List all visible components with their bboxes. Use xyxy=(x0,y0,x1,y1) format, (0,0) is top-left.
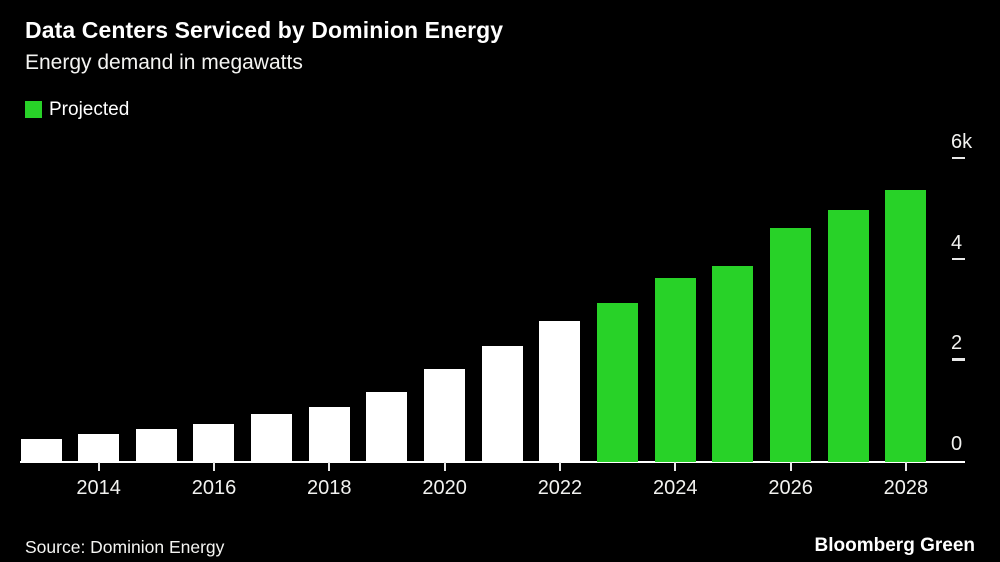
x-tick-2016 xyxy=(212,462,215,471)
chart-title: Data Centers Serviced by Dominion Energy xyxy=(25,17,504,43)
x-tick-2028 xyxy=(904,462,907,471)
x-tick-2022 xyxy=(558,462,561,471)
x-label-2024: 2024 xyxy=(653,477,698,499)
bar-2025 xyxy=(712,265,754,462)
x-label-2028: 2028 xyxy=(883,477,929,499)
y-tick-4 xyxy=(952,257,965,261)
bar-2028 xyxy=(885,190,927,462)
bar-2022 xyxy=(539,321,581,462)
y-tick-6k xyxy=(952,156,965,160)
bar-2014 xyxy=(78,434,120,462)
x-label-2014: 2014 xyxy=(76,477,121,499)
bar-2023 xyxy=(597,303,639,462)
y-tick-2 xyxy=(952,358,965,361)
x-label-2020: 2020 xyxy=(422,477,467,499)
bar-2013 xyxy=(20,439,62,462)
x-tick-2024 xyxy=(674,462,677,471)
bar-2020 xyxy=(424,368,466,462)
bar-2018 xyxy=(308,406,350,462)
legend-projected-label: Projected xyxy=(49,99,130,120)
bloomberg-green-logo: Bloomberg Green xyxy=(814,535,975,556)
x-label-2022: 2022 xyxy=(537,477,583,499)
y-label-6k: 6k xyxy=(951,130,973,153)
y-label-4: 4 xyxy=(951,231,963,254)
bar-2015 xyxy=(135,429,177,462)
x-tick-2020 xyxy=(443,462,446,471)
x-tick-2026 xyxy=(789,462,792,471)
bar-2021 xyxy=(481,346,523,462)
bar-2027 xyxy=(827,210,869,462)
bar-2026 xyxy=(770,227,812,462)
bar-2019 xyxy=(366,391,408,462)
y-label-2: 2 xyxy=(951,332,963,355)
x-tick-2014 xyxy=(97,462,100,471)
x-label-2018: 2018 xyxy=(307,477,352,499)
y-label-0: 0 xyxy=(951,433,963,455)
bar-2016 xyxy=(193,424,235,462)
chart-subtitle: Energy demand in megawatts xyxy=(25,51,303,74)
bar-2017 xyxy=(251,414,293,462)
bar-2024 xyxy=(654,278,696,462)
x-label-2026: 2026 xyxy=(768,477,813,499)
projected-swatch-icon xyxy=(25,101,42,118)
x-tick-2018 xyxy=(328,462,331,471)
x-label-2016: 2016 xyxy=(191,477,237,499)
source-caption: Source: Dominion Energy xyxy=(25,537,225,557)
